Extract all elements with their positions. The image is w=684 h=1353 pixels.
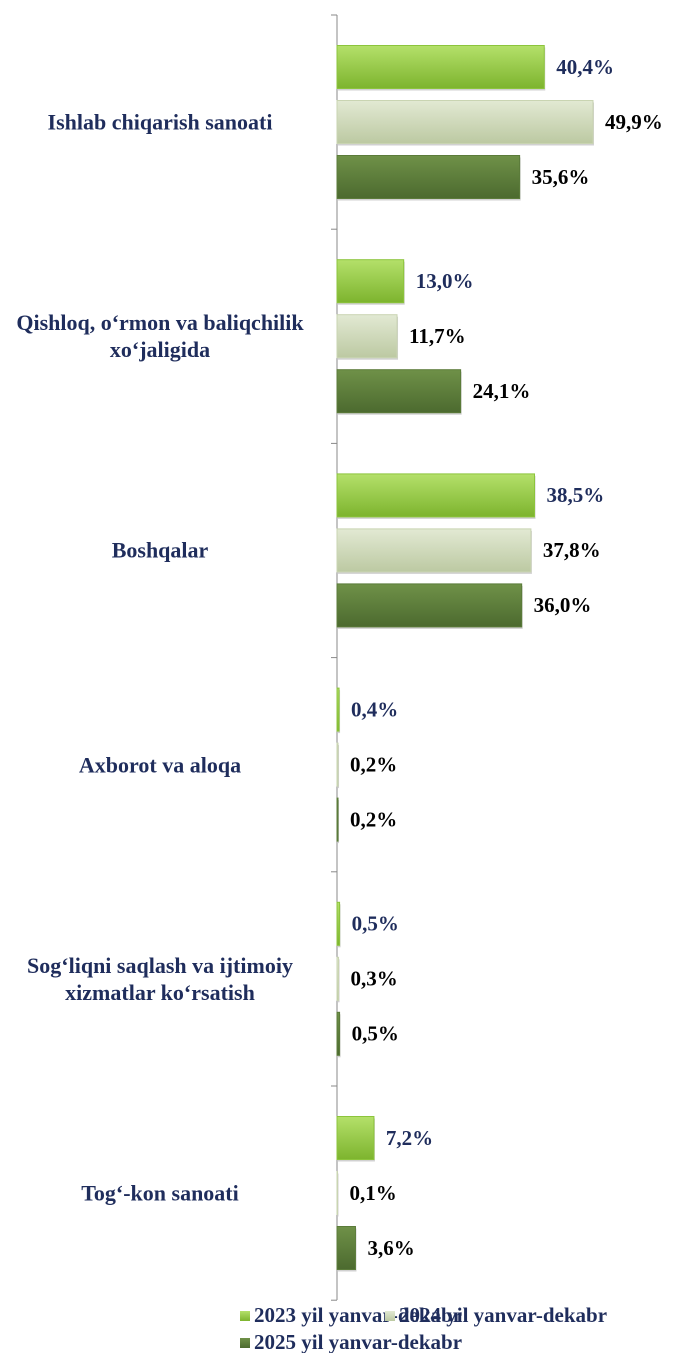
value-label: 38,5%: [547, 483, 605, 507]
value-label: 36,0%: [534, 593, 592, 617]
value-label: 11,7%: [409, 324, 466, 348]
bar: [336, 473, 536, 518]
value-label: 0,5%: [352, 1022, 399, 1046]
bar: [336, 1226, 356, 1270]
bar: [336, 687, 340, 732]
bar: [336, 314, 398, 359]
value-label: 7,2%: [386, 1126, 433, 1150]
bar: [336, 742, 339, 787]
bar: [336, 797, 339, 842]
category-label: Ishlab chiqarish sanoati: [47, 109, 273, 135]
legend-label: 2023 yil yanvar-dekabr: [254, 1303, 462, 1327]
bar: [336, 956, 340, 1001]
value-label: 3,6%: [367, 1236, 414, 1260]
bar: [336, 100, 594, 144]
value-label: 35,6%: [532, 165, 590, 189]
value-label: 13,0%: [416, 269, 474, 293]
value-label: 24,1%: [473, 379, 531, 403]
legend-label: 2024 yil yanvar-dekabr: [399, 1303, 607, 1327]
value-label: 37,8%: [543, 538, 601, 562]
bar: [336, 1171, 339, 1215]
category-label: Qishloq, o‘rmon va baliqchilik xo‘jaligi…: [16, 310, 304, 363]
legend-swatch: [385, 1311, 395, 1321]
value-label: 0,3%: [351, 967, 398, 991]
value-label: 0,2%: [350, 752, 397, 776]
category-label: Tog‘-kon sanoati: [81, 1180, 239, 1206]
bar: [336, 583, 523, 628]
legend-label: 2025 yil yanvar-dekabr: [254, 1330, 462, 1353]
value-label: 0,1%: [350, 1181, 397, 1205]
bar: [336, 1011, 341, 1056]
bar: [336, 155, 521, 199]
bar: [336, 901, 341, 946]
legend-swatch: [240, 1311, 250, 1321]
bar: [336, 1116, 375, 1160]
bar: [336, 369, 462, 414]
bar: [336, 259, 405, 304]
category-label: Axborot va aloqa: [78, 752, 242, 778]
category-label: Boshqalar: [111, 537, 209, 563]
value-label: 0,4%: [351, 697, 398, 721]
bar: [336, 45, 545, 89]
bar: [338, 1173, 339, 1217]
value-label: 0,2%: [350, 807, 397, 831]
value-label: 49,9%: [605, 110, 663, 134]
legend-swatch: [240, 1338, 250, 1348]
value-label: 0,5%: [352, 912, 399, 936]
value-label: 40,4%: [556, 55, 614, 79]
bar: [336, 528, 532, 573]
category-label: Sog‘liqni saqlash va ijtimoiy xizmatlar …: [27, 952, 293, 1005]
